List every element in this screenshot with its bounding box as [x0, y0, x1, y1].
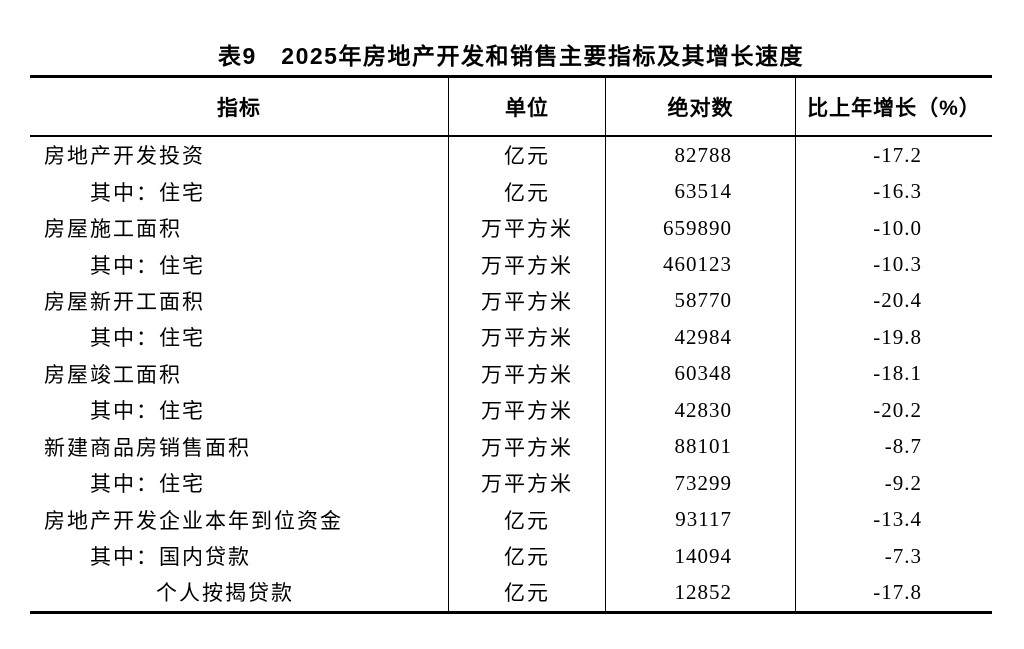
value-cell: 42830 — [605, 392, 795, 429]
unit-cell: 亿元 — [448, 574, 605, 611]
indicator-cell: 个人按揭贷款 — [156, 581, 294, 606]
unit-cell: 万平方米 — [448, 392, 605, 429]
unit-cell: 亿元 — [448, 537, 605, 575]
column-header-growth: 比上年增长（%） — [795, 78, 992, 137]
table-grid: 指标 单位 绝对数 比上年增长（%） 房地产开发投资 亿元 82788 -17.2 其中… — [30, 75, 992, 614]
unit-cell: 亿元 — [448, 137, 605, 174]
value-cell: 14094 — [605, 537, 795, 575]
unit-cell: 万平方米 — [448, 355, 605, 393]
growth-cell: -10.0 — [795, 209, 992, 247]
unit-cell: 万平方米 — [448, 464, 605, 502]
unit-cell: 亿元 — [448, 173, 605, 210]
unit-cell: 万平方米 — [448, 209, 605, 247]
growth-cell: -19.8 — [795, 319, 992, 356]
growth-cell: -17.8 — [795, 574, 992, 611]
indicator-cell: 房屋施工面积 — [44, 217, 182, 242]
value-cell: 42984 — [605, 319, 795, 356]
growth-cell: -16.3 — [795, 173, 992, 210]
indicator-cell: 房地产开发企业本年到位资金 — [44, 508, 343, 533]
value-cell: 60348 — [605, 355, 795, 393]
value-cell: 82788 — [605, 137, 795, 174]
indicator-cell: 其中：住宅 — [90, 399, 205, 424]
value-cell: 659890 — [605, 209, 795, 247]
indicator-cell: 其中：住宅 — [90, 472, 205, 497]
table-title: 表9 2025年房地产开发和销售主要指标及其增长速度 — [218, 43, 804, 69]
indicator-cell: 其中：住宅 — [90, 326, 205, 351]
value-cell: 63514 — [605, 173, 795, 210]
indicator-cell: 其中：国内贷款 — [90, 545, 251, 570]
value-cell: 58770 — [605, 282, 795, 320]
growth-cell: -9.2 — [795, 464, 992, 502]
growth-cell: -10.3 — [795, 246, 992, 283]
value-cell: 88101 — [605, 428, 795, 465]
unit-cell: 亿元 — [448, 501, 605, 538]
growth-cell: -18.1 — [795, 355, 992, 393]
value-cell: 73299 — [605, 464, 795, 502]
growth-cell: -13.4 — [795, 501, 992, 538]
value-cell: 93117 — [605, 501, 795, 538]
growth-cell: -17.2 — [795, 137, 992, 174]
indicator-cell: 新建商品房销售面积 — [44, 435, 251, 460]
unit-cell: 万平方米 — [448, 282, 605, 320]
value-cell: 12852 — [605, 574, 795, 611]
growth-cell: -7.3 — [795, 537, 992, 575]
column-header-absolute: 绝对数 — [605, 78, 795, 137]
growth-cell: -20.2 — [795, 392, 992, 429]
indicator-cell: 房屋竣工面积 — [44, 362, 182, 387]
indicator-cell: 其中：住宅 — [90, 253, 205, 278]
growth-cell: -20.4 — [795, 282, 992, 320]
unit-cell: 万平方米 — [448, 246, 605, 283]
indicator-cell: 房地产开发投资 — [44, 144, 205, 169]
indicator-cell: 其中：住宅 — [90, 180, 205, 205]
unit-cell: 万平方米 — [448, 428, 605, 465]
column-header-indicator: 指标 — [30, 78, 448, 137]
unit-cell: 万平方米 — [448, 319, 605, 356]
indicator-cell: 房屋新开工面积 — [44, 289, 205, 314]
column-header-unit: 单位 — [448, 78, 605, 137]
growth-cell: -8.7 — [795, 428, 992, 465]
value-cell: 460123 — [605, 246, 795, 283]
